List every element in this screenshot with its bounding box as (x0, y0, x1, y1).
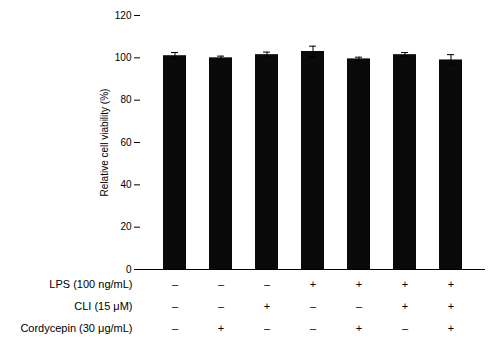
svg-text:20: 20 (120, 221, 132, 232)
svg-text:+: + (448, 300, 454, 312)
svg-text:–: – (264, 322, 271, 334)
svg-text:+: + (448, 322, 454, 334)
svg-text:60: 60 (120, 137, 132, 148)
svg-text:Cordycepin (30 μg/mL): Cordycepin (30 μg/mL) (20, 322, 132, 334)
svg-text:–: – (310, 300, 317, 312)
svg-text:0: 0 (126, 264, 132, 275)
svg-text:–: – (264, 278, 271, 290)
svg-text:+: + (264, 300, 270, 312)
svg-text:–: – (218, 278, 225, 290)
svg-text:+: + (310, 278, 316, 290)
svg-text:+: + (356, 278, 362, 290)
svg-text:100: 100 (115, 52, 132, 63)
svg-text:Relative cell viability (%): Relative cell viability (%) (99, 89, 110, 197)
svg-text:CLI (15 μM): CLI (15 μM) (74, 300, 132, 312)
svg-text:80: 80 (120, 94, 132, 105)
svg-text:+: + (218, 322, 224, 334)
svg-text:–: – (310, 322, 317, 334)
svg-text:+: + (402, 300, 408, 312)
svg-text:–: – (402, 322, 409, 334)
svg-text:+: + (356, 322, 362, 334)
svg-text:+: + (402, 278, 408, 290)
svg-text:–: – (356, 300, 363, 312)
svg-text:40: 40 (120, 179, 132, 190)
svg-text:–: – (172, 322, 179, 334)
svg-text:+: + (448, 278, 454, 290)
svg-text:–: – (172, 278, 179, 290)
svg-text:LPS (100 ng/mL): LPS (100 ng/mL) (49, 278, 132, 290)
svg-text:–: – (218, 300, 225, 312)
svg-text:120: 120 (115, 10, 132, 21)
svg-text:–: – (172, 300, 179, 312)
